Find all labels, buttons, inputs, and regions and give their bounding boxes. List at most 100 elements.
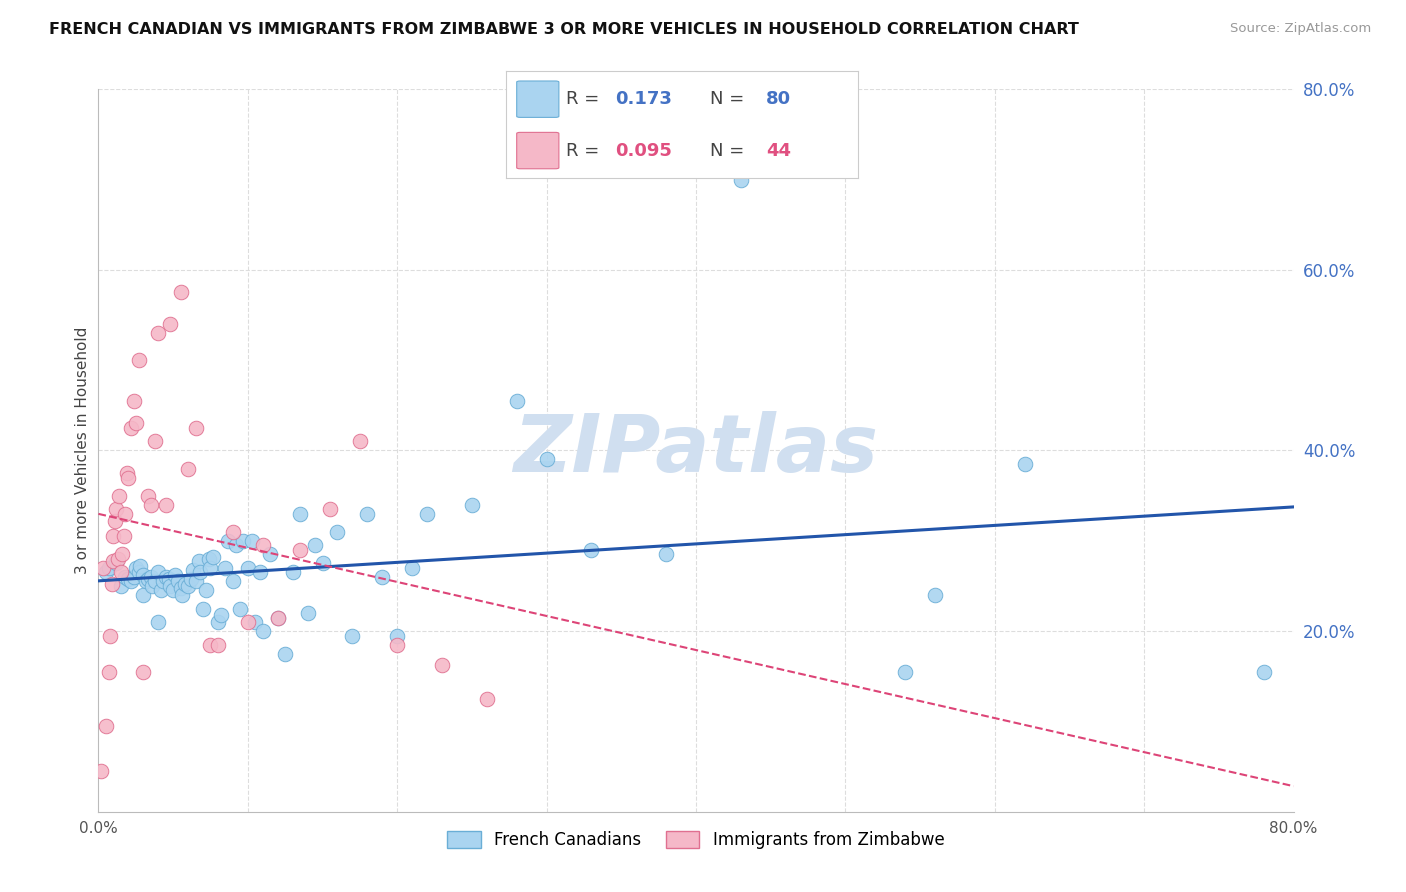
Point xyxy=(217,533,239,548)
Point xyxy=(222,574,245,589)
Point xyxy=(115,466,138,480)
Point xyxy=(132,588,155,602)
Point xyxy=(143,574,166,589)
Point xyxy=(163,568,186,582)
Point xyxy=(267,610,290,624)
Point xyxy=(245,615,267,629)
Point xyxy=(288,542,311,557)
Point xyxy=(114,570,136,584)
Point xyxy=(120,421,142,435)
Point xyxy=(141,579,163,593)
Point xyxy=(184,421,207,435)
Point xyxy=(281,566,304,580)
Text: Source: ZipAtlas.com: Source: ZipAtlas.com xyxy=(1230,22,1371,36)
Point xyxy=(195,583,218,598)
Point xyxy=(259,547,281,561)
Point xyxy=(1014,457,1036,471)
Point xyxy=(103,554,125,568)
Point xyxy=(187,554,209,568)
Point xyxy=(132,568,155,582)
Point xyxy=(252,624,274,639)
Point xyxy=(288,507,311,521)
Point xyxy=(148,566,170,580)
Point xyxy=(143,434,166,449)
Text: 0.173: 0.173 xyxy=(616,90,672,108)
Point xyxy=(461,498,484,512)
Point xyxy=(401,561,423,575)
Point xyxy=(136,572,159,586)
Point xyxy=(103,529,125,543)
Point xyxy=(236,615,259,629)
Point xyxy=(1253,665,1275,679)
FancyBboxPatch shape xyxy=(517,132,560,169)
Point xyxy=(128,566,150,580)
Point xyxy=(155,570,177,584)
Point xyxy=(174,577,197,591)
Point xyxy=(184,574,207,589)
Point xyxy=(229,601,252,615)
Point xyxy=(385,638,409,652)
Point xyxy=(894,665,917,679)
Point xyxy=(207,638,229,652)
Text: N =: N = xyxy=(710,142,749,160)
Text: 44: 44 xyxy=(766,142,792,160)
Point xyxy=(125,561,148,575)
Point xyxy=(207,615,229,629)
Point xyxy=(326,524,349,539)
Point xyxy=(172,588,194,602)
Point xyxy=(162,583,184,598)
Point xyxy=(94,566,117,580)
Point xyxy=(159,579,181,593)
Point xyxy=(267,610,290,624)
Point xyxy=(506,393,529,408)
Point xyxy=(124,570,146,584)
Point xyxy=(191,601,214,615)
Text: ZIPatlas: ZIPatlas xyxy=(513,411,879,490)
Point xyxy=(297,606,319,620)
Y-axis label: 3 or more Vehicles in Household: 3 or more Vehicles in Household xyxy=(75,326,90,574)
Text: FRENCH CANADIAN VS IMMIGRANTS FROM ZIMBABWE 3 OR MORE VEHICLES IN HOUSEHOLD CORR: FRENCH CANADIAN VS IMMIGRANTS FROM ZIMBA… xyxy=(49,22,1078,37)
Point xyxy=(475,691,498,706)
Point xyxy=(924,588,946,602)
Point xyxy=(252,538,274,552)
Point xyxy=(214,561,236,575)
Point xyxy=(274,647,297,661)
Point xyxy=(110,566,132,580)
Text: 0.095: 0.095 xyxy=(616,142,672,160)
Point xyxy=(198,551,221,566)
Point xyxy=(97,665,120,679)
Point xyxy=(180,572,202,586)
Point xyxy=(114,507,136,521)
Point xyxy=(188,566,211,580)
Point xyxy=(655,547,678,561)
Point xyxy=(117,572,139,586)
Point xyxy=(110,579,132,593)
Point xyxy=(730,172,752,186)
Point xyxy=(157,572,180,586)
Point xyxy=(135,574,157,589)
Text: 80: 80 xyxy=(766,90,792,108)
Point xyxy=(107,551,129,566)
Point xyxy=(139,570,162,584)
Point xyxy=(225,538,247,552)
Point xyxy=(536,452,558,467)
Point xyxy=(232,533,254,548)
Point xyxy=(128,353,150,368)
Point xyxy=(581,542,603,557)
Point xyxy=(169,581,191,595)
Point xyxy=(91,561,114,575)
Point xyxy=(105,502,128,516)
Point xyxy=(249,566,271,580)
Point xyxy=(117,470,139,484)
Point xyxy=(111,547,134,561)
Point xyxy=(125,417,148,431)
Point xyxy=(132,665,155,679)
Point xyxy=(177,579,200,593)
Point xyxy=(139,498,162,512)
Point xyxy=(200,638,222,652)
Point xyxy=(152,574,174,589)
Point xyxy=(124,393,146,408)
Point xyxy=(209,607,232,622)
Point xyxy=(342,629,364,643)
Point xyxy=(349,434,371,449)
